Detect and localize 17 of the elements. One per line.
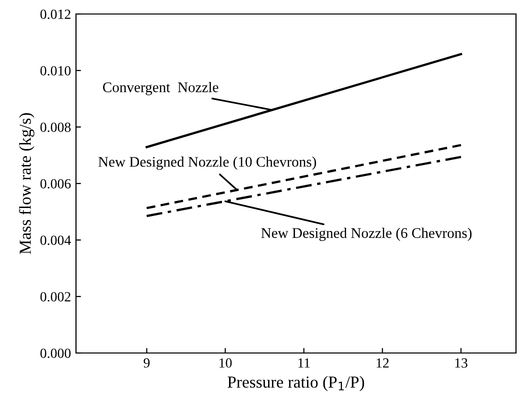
y-tick-label: 0.000 [40, 348, 71, 358]
x-tick-label: 13 [455, 358, 468, 368]
y-axis-title: Mass flow rate (kg/s) [19, 113, 34, 254]
x-tick-label: 12 [376, 358, 389, 368]
y-tick-label: 0.010 [40, 66, 71, 76]
y-tick-label: 0.002 [40, 292, 70, 302]
annotation: New Designed Nozzle (10 Chevrons) [98, 156, 316, 170]
annotation: Convergent Nozzle [103, 82, 218, 96]
y-tick-label: 0.012 [40, 10, 70, 20]
y-tick-label: 0.004 [40, 236, 71, 246]
x-tick-label: 10 [220, 358, 232, 368]
x-tick-label: 11 [298, 358, 310, 368]
y-tick-label: 0.008 [40, 122, 71, 132]
x-tick-label: 9 [144, 358, 150, 368]
annotation: New Designed Nozzle (6 Chevrons) [261, 228, 472, 241]
x-axis-title: Pressure ratio (P$_{1}$/P) [228, 376, 364, 392]
y-tick-label: 0.006 [40, 179, 71, 189]
